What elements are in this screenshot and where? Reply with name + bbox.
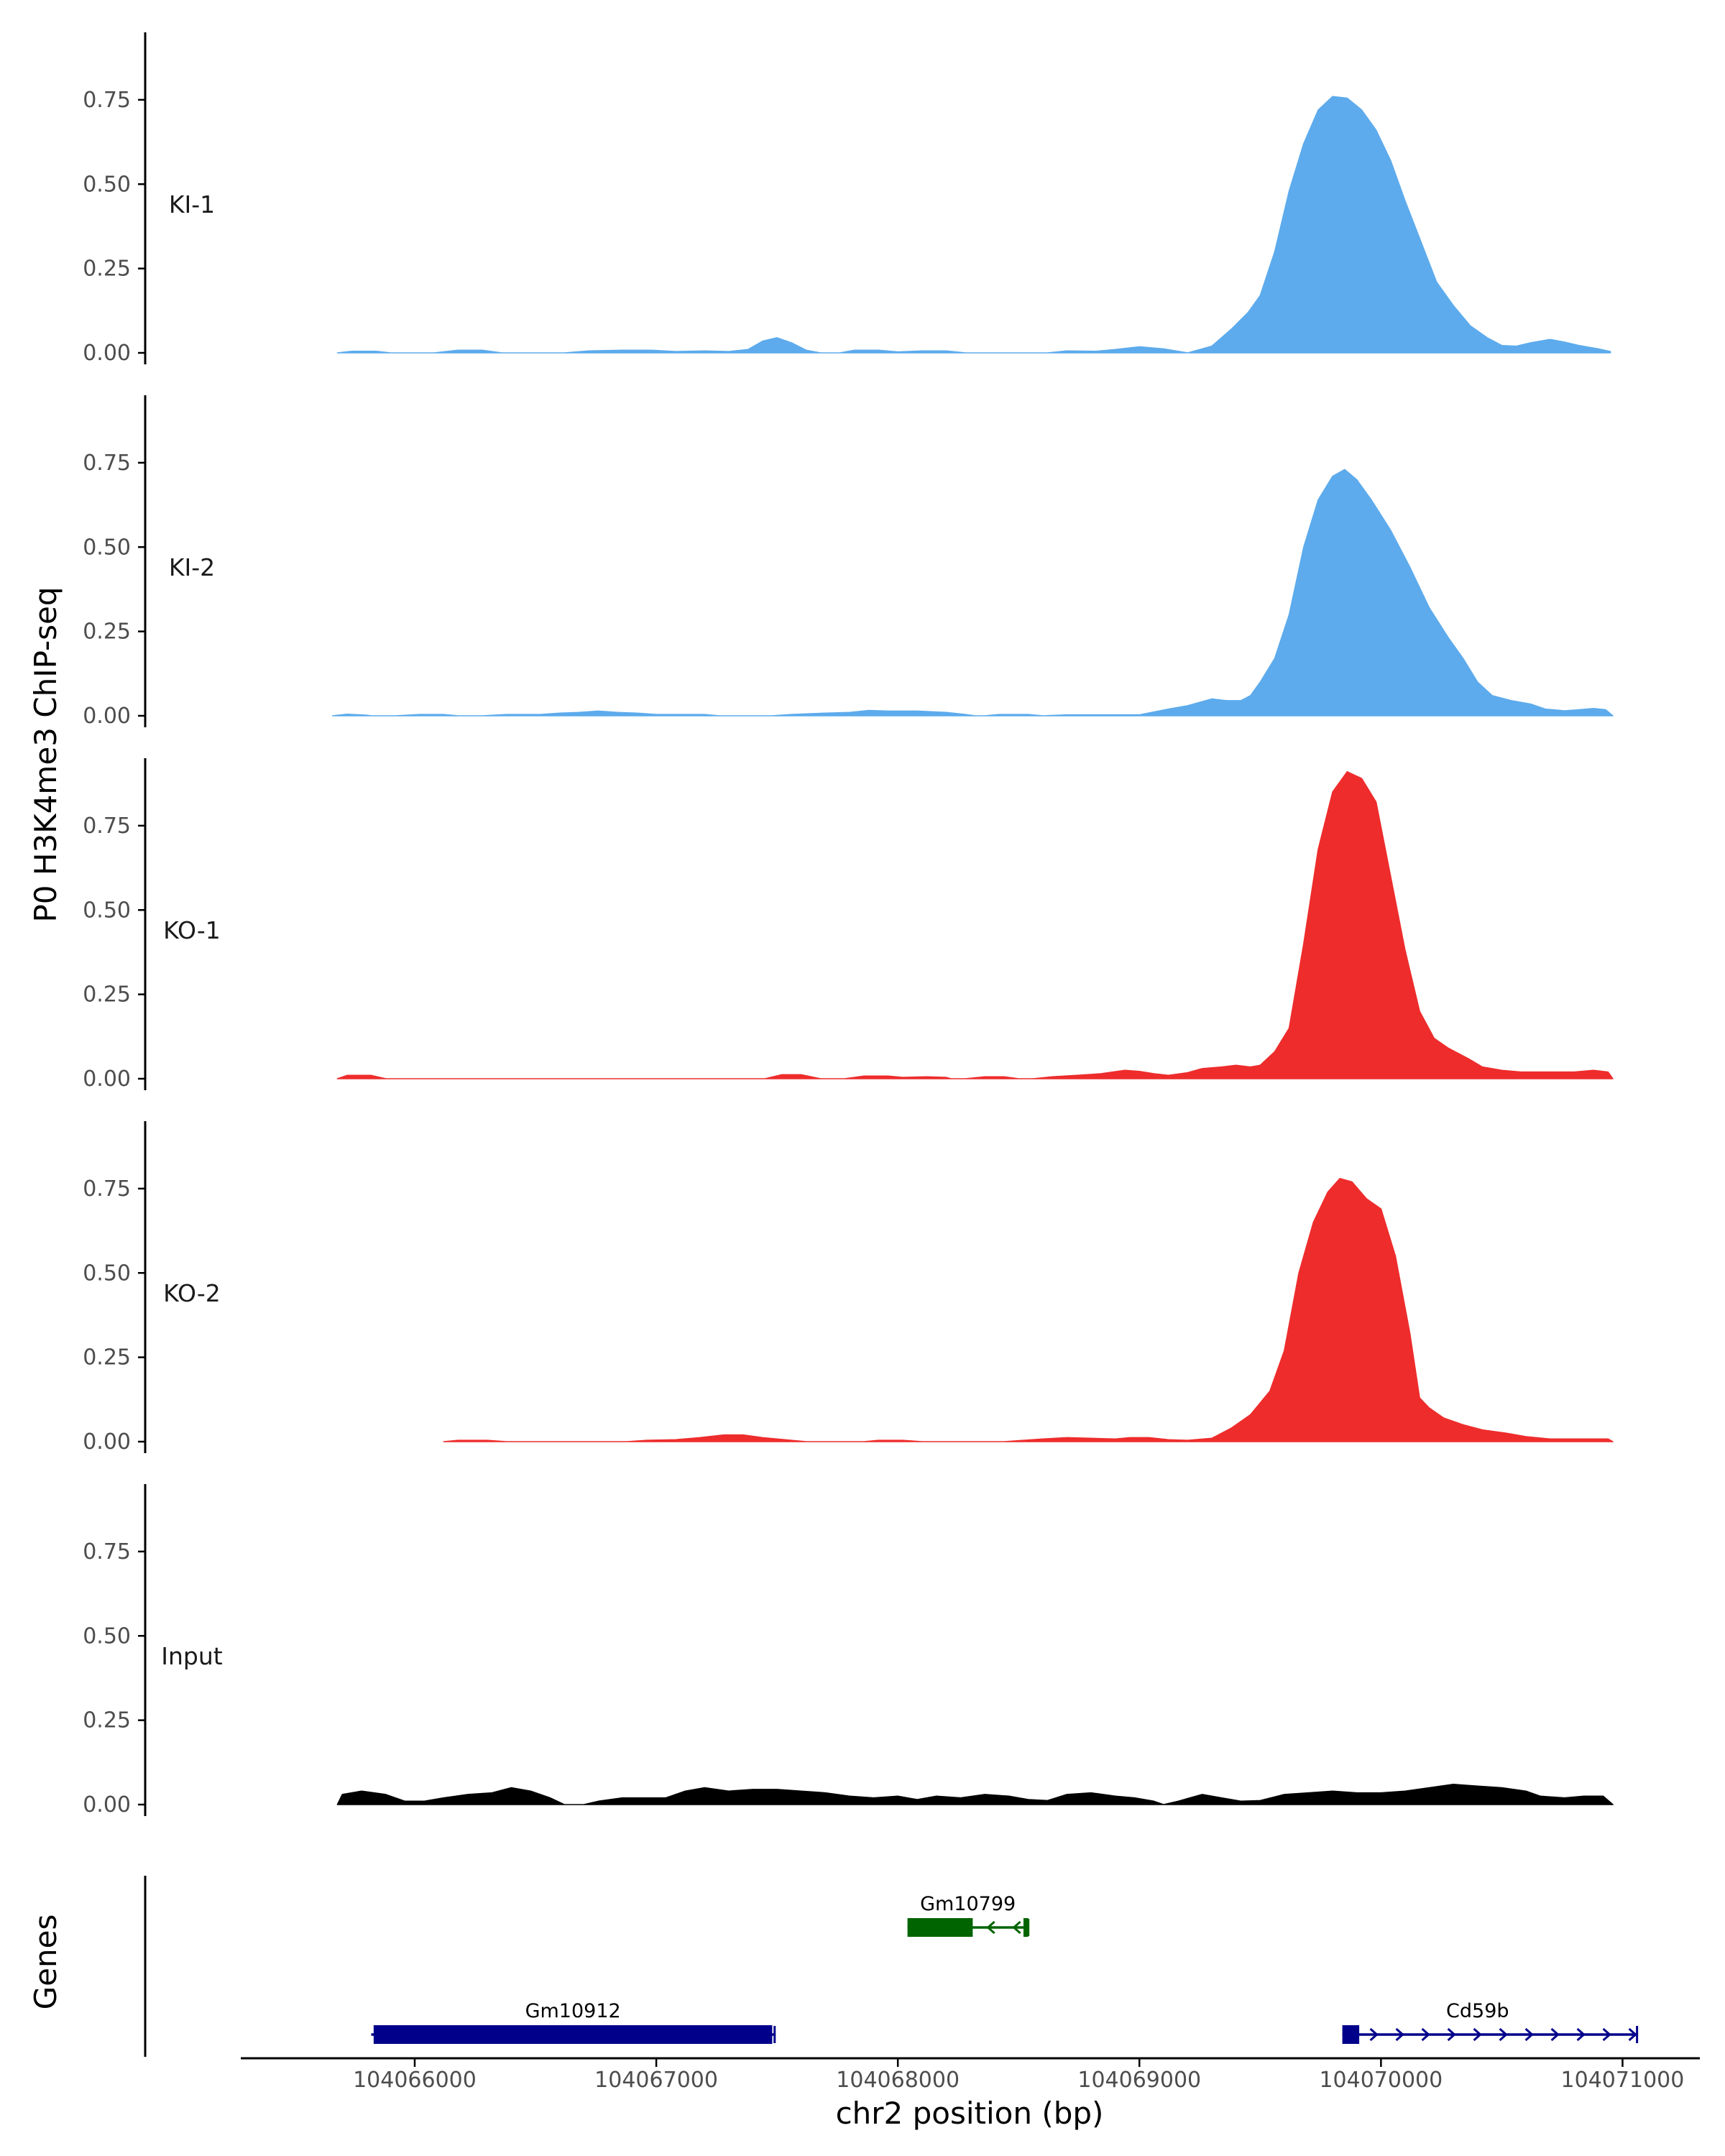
genes-track: Gm10912 Gm10799 Cd59b — [144, 1876, 1639, 2057]
y-tick-label: 0.75 — [83, 451, 131, 476]
y-tick-label: 0.00 — [83, 1429, 131, 1455]
y-tick-label: 0.25 — [83, 619, 131, 645]
x-axis: 104066000 104067000 104068000 104069000 1040… — [241, 2057, 1700, 2093]
x-tick-label: 104067000 — [594, 2068, 718, 2093]
track-label: KI-1 — [169, 190, 215, 218]
strand-arrow — [986, 1920, 995, 1935]
y-tick-label: 0.75 — [83, 88, 131, 113]
y-tick-label: 0.25 — [83, 982, 131, 1008]
x-tick-label: 104069000 — [1077, 2068, 1201, 2093]
y-tick-label: 0.00 — [83, 1067, 131, 1092]
strand-arrow — [1576, 2027, 1586, 2042]
y-tick-label: 0.25 — [83, 257, 131, 282]
track-ki-2: 0.00 0.25 0.50 0.75 KI-2 — [83, 395, 1614, 729]
gene-exon — [373, 2025, 773, 2044]
gene-gm10799: Gm10799 — [907, 1893, 1030, 1937]
track-ki-1: 0.00 0.25 0.50 0.75 KI-1 — [83, 32, 1611, 366]
strand-arrow — [1602, 2027, 1611, 2042]
y-tick-label: 0.50 — [83, 898, 131, 923]
coverage-tracks: 0.00 0.25 0.50 0.75 KI-1 0.00 0.25 0.50 0.75 KI-2… — [83, 32, 1614, 1818]
y-tick-label: 0.75 — [83, 1539, 131, 1565]
x-tick-label: 104070000 — [1319, 2068, 1443, 2093]
x-tick-label: 104068000 — [836, 2068, 960, 2093]
coverage-area — [336, 1784, 1614, 1805]
strand-arrow — [1369, 2027, 1379, 2042]
strand-arrow — [1524, 2027, 1534, 2042]
gene-label: Gm10912 — [525, 2000, 621, 2022]
gene-label: Gm10799 — [920, 1893, 1016, 1915]
strand-arrow — [1473, 2027, 1482, 2042]
y-tick-label: 0.50 — [83, 535, 131, 560]
track-label: KO-1 — [163, 916, 221, 944]
gene-exon — [907, 1918, 973, 1937]
gene-cd59b: Cd59b — [1342, 2000, 1639, 2044]
x-axis-title: chr2 position (bp) — [836, 2096, 1104, 2131]
strand-arrow — [1395, 2027, 1404, 2042]
track-label: Input — [161, 1642, 223, 1670]
strand-arrow — [1628, 2027, 1637, 2042]
gene-gm10912: Gm10912 — [371, 2000, 776, 2044]
strand-arrow — [1499, 2027, 1508, 2042]
x-tick-label: 104066000 — [353, 2068, 477, 2093]
gene-exon — [1023, 1918, 1029, 1937]
genes-track-title: Genes — [28, 1915, 63, 2010]
strand-arrow — [1550, 2027, 1560, 2042]
y-tick-label: 0.00 — [83, 704, 131, 729]
track-input: 0.00 0.25 0.50 0.75 Input — [83, 1484, 1614, 1818]
gene-label: Cd59b — [1446, 2000, 1509, 2022]
strand-arrow — [1012, 1920, 1021, 1935]
y-tick-label: 0.75 — [83, 1176, 131, 1202]
coverage-area — [443, 1178, 1614, 1442]
strand-arrow — [1421, 2027, 1430, 2042]
coverage-area — [331, 469, 1614, 717]
gene-exon — [1342, 2025, 1360, 2044]
coverage-area — [336, 771, 1614, 1079]
y-tick-label: 0.50 — [83, 172, 131, 197]
y-tick-label: 0.00 — [83, 1792, 131, 1818]
y-tick-label: 0.25 — [83, 1345, 131, 1370]
coverage-area — [336, 96, 1611, 354]
y-tick-label: 0.50 — [83, 1623, 131, 1649]
y-tick-label: 0.00 — [83, 341, 131, 366]
track-ko-1: 0.00 0.25 0.50 0.75 KO-1 — [83, 758, 1614, 1092]
track-ko-2: 0.00 0.25 0.50 0.75 KO-2 — [83, 1121, 1614, 1455]
track-label: KI-2 — [169, 553, 215, 581]
strand-arrow — [1447, 2027, 1456, 2042]
x-tick-label: 104071000 — [1561, 2068, 1685, 2093]
track-label: KO-2 — [163, 1279, 221, 1307]
y-tick-label: 0.75 — [83, 814, 131, 839]
y-tick-label: 0.25 — [83, 1708, 131, 1733]
y-axis-title: P0 H3K4me3 ChIP-seq — [28, 586, 63, 922]
y-tick-label: 0.50 — [83, 1261, 131, 1286]
